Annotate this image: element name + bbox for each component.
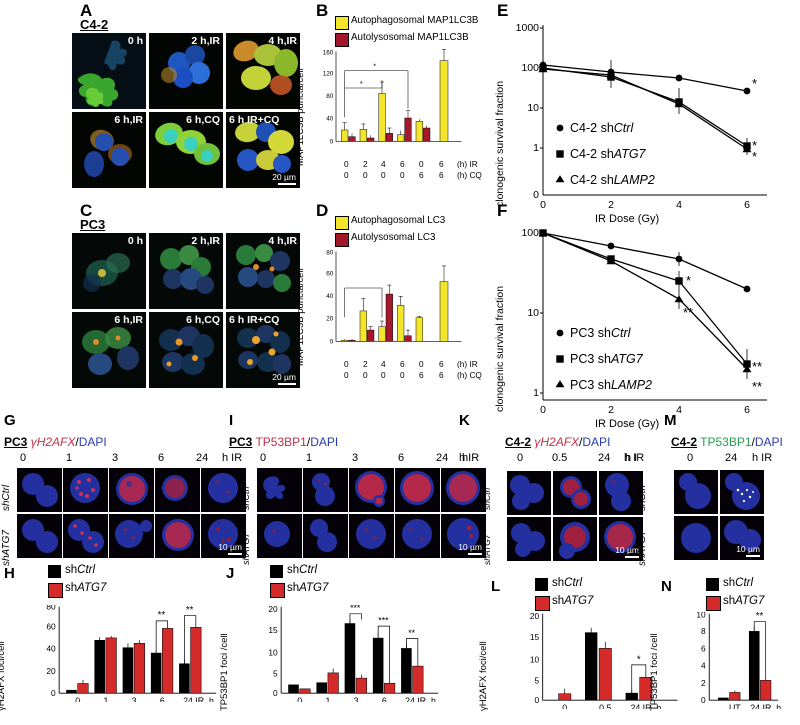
svg-text:40: 40	[326, 116, 334, 123]
svg-text:*: *	[637, 654, 641, 665]
svg-text:4: 4	[676, 404, 682, 416]
svg-text:***: ***	[350, 605, 361, 613]
svg-text:**: **	[186, 605, 194, 616]
svg-text:24 IR, h: 24 IR, h	[405, 696, 436, 702]
svg-text:PC3 shATG7: PC3 shATG7	[570, 352, 644, 366]
svg-text:120: 120	[323, 70, 334, 77]
svg-text:*: *	[360, 79, 363, 88]
svg-text:80: 80	[326, 250, 334, 257]
svg-text:*: *	[752, 76, 757, 91]
svg-text:24 IR, h: 24 IR, h	[183, 696, 214, 702]
svg-text:2: 2	[701, 678, 706, 688]
svg-text:5: 5	[273, 668, 278, 678]
svg-text:0.5: 0.5	[599, 703, 611, 709]
svg-text:3: 3	[132, 696, 137, 702]
svg-text:6: 6	[382, 696, 387, 702]
svg-text:0: 0	[51, 688, 56, 698]
svg-text:6: 6	[160, 696, 165, 702]
svg-text:20: 20	[530, 612, 540, 621]
svg-text:0: 0	[297, 696, 302, 702]
svg-text:PC3 shCtrl: PC3 shCtrl	[570, 326, 632, 340]
svg-text:40: 40	[46, 644, 56, 654]
svg-text:24 IR, h: 24 IR, h	[750, 703, 781, 709]
svg-text:10: 10	[530, 654, 540, 664]
svg-text:10: 10	[696, 612, 706, 619]
svg-text:**: **	[752, 379, 762, 394]
svg-text:0: 0	[562, 703, 567, 709]
svg-text:0: 0	[330, 338, 334, 345]
svg-text:1000: 1000	[516, 22, 540, 34]
svg-text:10: 10	[527, 102, 539, 114]
svg-text:0: 0	[273, 688, 278, 698]
svg-text:0: 0	[75, 696, 80, 702]
svg-text:**: **	[752, 359, 762, 374]
svg-text:1: 1	[103, 696, 108, 702]
svg-text:C4-2 shCtrl: C4-2 shCtrl	[570, 121, 634, 135]
svg-text:15: 15	[268, 625, 278, 635]
svg-text:60: 60	[326, 270, 334, 277]
svg-text:1: 1	[533, 142, 539, 154]
svg-text:6: 6	[744, 404, 750, 416]
svg-text:4: 4	[676, 199, 682, 211]
svg-text:10: 10	[268, 647, 278, 657]
svg-text:C4-2 shATG7: C4-2 shATG7	[570, 147, 647, 161]
svg-text:5: 5	[534, 675, 539, 685]
svg-text:*: *	[686, 273, 691, 288]
svg-text:40: 40	[326, 293, 334, 300]
svg-text:**: **	[408, 628, 415, 638]
svg-text:80: 80	[326, 93, 334, 100]
svg-text:**: **	[756, 612, 764, 622]
svg-text:6: 6	[744, 199, 750, 211]
svg-text:10: 10	[527, 307, 539, 319]
svg-text:6: 6	[701, 644, 706, 654]
svg-text:**: **	[683, 305, 693, 320]
svg-text:C4-2 shLAMP2: C4-2 shLAMP2	[570, 173, 655, 187]
svg-text:0: 0	[533, 189, 539, 201]
svg-text:0: 0	[534, 695, 539, 705]
svg-text:100: 100	[521, 62, 539, 74]
svg-text:UT: UT	[729, 703, 741, 709]
svg-text:**: **	[158, 610, 166, 621]
svg-text:8: 8	[701, 626, 706, 636]
svg-text:*: *	[373, 62, 376, 71]
svg-text:4: 4	[701, 660, 706, 670]
svg-text:2: 2	[608, 199, 614, 211]
svg-text:20: 20	[46, 666, 56, 676]
svg-text:100: 100	[521, 227, 539, 239]
svg-text:0: 0	[540, 404, 546, 416]
svg-text:15: 15	[530, 632, 540, 642]
svg-text:20: 20	[326, 316, 334, 323]
svg-text:20: 20	[268, 605, 278, 614]
svg-text:***: ***	[378, 616, 389, 626]
svg-text:80: 80	[46, 605, 56, 611]
svg-text:0: 0	[330, 138, 334, 145]
svg-text:160: 160	[323, 50, 334, 57]
svg-text:PC3 shLAMP2: PC3 shLAMP2	[570, 378, 652, 392]
svg-text:2: 2	[608, 404, 614, 416]
svg-text:1: 1	[533, 387, 539, 399]
svg-text:0: 0	[701, 695, 706, 705]
svg-text:1: 1	[325, 696, 330, 702]
svg-text:3: 3	[354, 696, 359, 702]
svg-text:60: 60	[46, 622, 56, 632]
svg-text:*: *	[752, 149, 757, 164]
svg-text:0: 0	[540, 199, 546, 211]
